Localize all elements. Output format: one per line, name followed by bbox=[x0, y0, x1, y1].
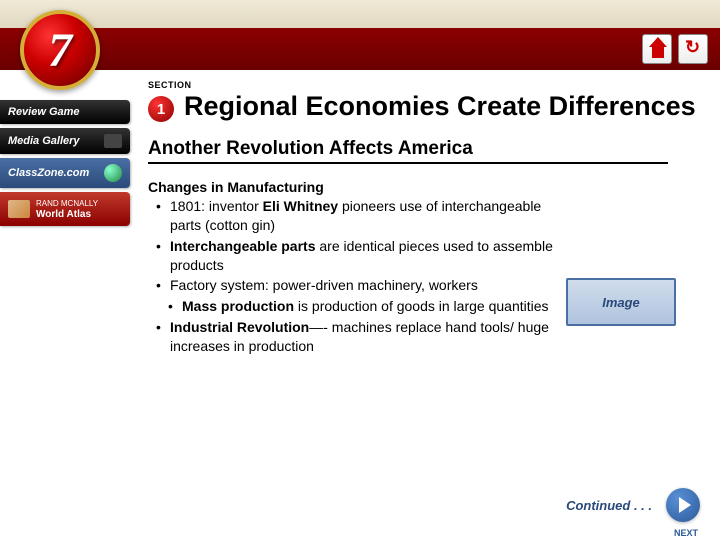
content-area: SECTION 1 Regional Economies Create Diff… bbox=[148, 80, 708, 358]
sidebar-media-gallery[interactable]: Media Gallery bbox=[0, 128, 130, 154]
page-title: Regional Economies Create Differences bbox=[184, 92, 696, 120]
refresh-icon[interactable] bbox=[678, 34, 708, 64]
home-icon[interactable] bbox=[642, 34, 672, 64]
footer: Continued . . . bbox=[566, 488, 700, 522]
sidebar-item-label: Media Gallery bbox=[8, 135, 80, 147]
globe-icon bbox=[104, 164, 122, 182]
sidebar-review-game[interactable]: Review Game bbox=[0, 100, 130, 124]
sidebar-item-label: Review Game bbox=[8, 106, 80, 118]
list-item: Factory system: power-driven machinery, … bbox=[160, 276, 556, 295]
chapter-number: 7 bbox=[48, 23, 72, 78]
body-text: Changes in Manufacturing 1801: inventor … bbox=[148, 178, 556, 358]
divider bbox=[148, 162, 668, 164]
bullet-list: 1801: inventor Eli Whitney pioneers use … bbox=[148, 197, 556, 356]
sidebar-classzone[interactable]: ClassZone.com bbox=[0, 158, 130, 188]
sidebar: Review Game Media Gallery ClassZone.com … bbox=[0, 100, 130, 226]
chapter-badge: 7 bbox=[20, 10, 100, 90]
next-button[interactable] bbox=[666, 488, 700, 522]
atlas-brand: RAND MCNALLY bbox=[36, 199, 98, 208]
section-number-badge: 1 bbox=[148, 96, 174, 122]
top-icons bbox=[642, 34, 708, 64]
list-item: 1801: inventor Eli Whitney pioneers use … bbox=[160, 197, 556, 235]
section-label: SECTION bbox=[148, 80, 708, 90]
camera-icon bbox=[104, 134, 122, 148]
image-label: Image bbox=[602, 295, 640, 310]
section-number: 1 bbox=[157, 101, 165, 118]
list-item: Industrial Revolution—- machines replace… bbox=[160, 318, 556, 356]
banner-top-strip bbox=[0, 0, 720, 28]
image-button[interactable]: Image bbox=[566, 278, 676, 326]
list-item: Interchangeable parts are identical piec… bbox=[160, 237, 556, 275]
top-banner bbox=[0, 0, 720, 70]
body-area: Changes in Manufacturing 1801: inventor … bbox=[148, 178, 708, 358]
next-label: NEXT bbox=[674, 528, 698, 538]
title-row: 1 Regional Economies Create Differences bbox=[148, 92, 708, 122]
body-heading: Changes in Manufacturing bbox=[148, 178, 556, 197]
list-item: Mass production is production of goods i… bbox=[160, 297, 556, 316]
sidebar-world-atlas[interactable]: RAND MCNALLY World Atlas bbox=[0, 192, 130, 226]
continued-label: Continued . . . bbox=[566, 498, 652, 513]
atlas-text: RAND MCNALLY World Atlas bbox=[36, 198, 98, 220]
banner-bottom-strip bbox=[0, 28, 720, 70]
map-icon bbox=[8, 200, 30, 218]
atlas-title: World Atlas bbox=[36, 209, 91, 220]
sidebar-item-label: ClassZone.com bbox=[8, 167, 89, 179]
subtitle: Another Revolution Affects America bbox=[148, 138, 708, 160]
